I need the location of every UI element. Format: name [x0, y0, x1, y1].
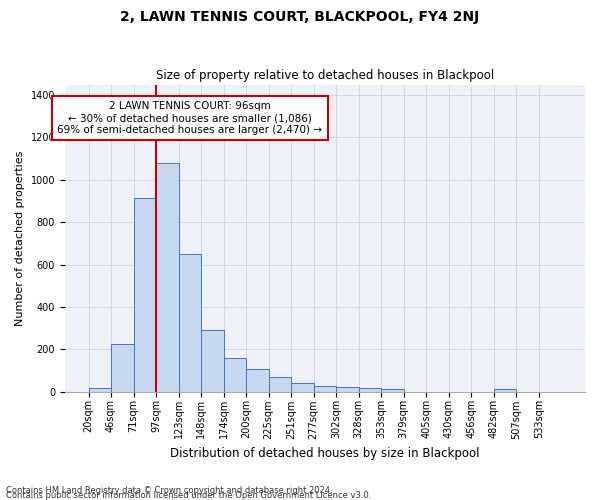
Text: 2 LAWN TENNIS COURT: 96sqm
← 30% of detached houses are smaller (1,086)
69% of s: 2 LAWN TENNIS COURT: 96sqm ← 30% of deta…	[58, 102, 322, 134]
Y-axis label: Number of detached properties: Number of detached properties	[15, 150, 25, 326]
Bar	[89, 388, 111, 392]
Bar	[156, 163, 179, 392]
Bar	[291, 383, 314, 392]
Bar	[246, 370, 269, 392]
Bar	[494, 389, 517, 392]
Bar	[336, 387, 359, 392]
Title: Size of property relative to detached houses in Blackpool: Size of property relative to detached ho…	[156, 69, 494, 82]
Bar	[201, 330, 224, 392]
Bar	[381, 389, 404, 392]
Bar	[359, 388, 381, 392]
Bar	[269, 376, 291, 392]
Bar	[134, 198, 156, 392]
Bar	[314, 386, 336, 392]
Text: Contains HM Land Registry data © Crown copyright and database right 2024.: Contains HM Land Registry data © Crown c…	[6, 486, 332, 495]
Text: Contains public sector information licensed under the Open Government Licence v3: Contains public sector information licen…	[6, 491, 371, 500]
Bar	[224, 358, 246, 392]
Bar	[111, 344, 134, 392]
X-axis label: Distribution of detached houses by size in Blackpool: Distribution of detached houses by size …	[170, 447, 480, 460]
Bar	[179, 254, 201, 392]
Text: 2, LAWN TENNIS COURT, BLACKPOOL, FY4 2NJ: 2, LAWN TENNIS COURT, BLACKPOOL, FY4 2NJ	[121, 10, 479, 24]
